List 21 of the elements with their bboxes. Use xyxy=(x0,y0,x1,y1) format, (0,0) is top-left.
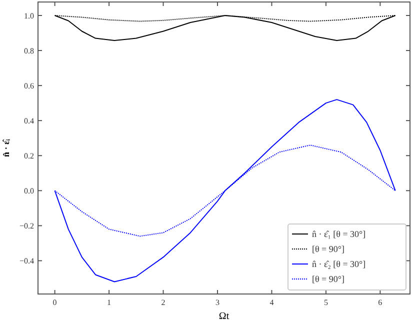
y-axis-title: n̂ · ε̂ᵢ xyxy=(1,138,11,157)
y-tick-label: 0.6 xyxy=(24,82,34,91)
legend-label: [θ = 90°] xyxy=(312,274,344,284)
y-tick-label: −0.4 xyxy=(19,256,34,266)
y-tick-label: 0.0 xyxy=(24,186,34,196)
x-tick-label: 3 xyxy=(215,298,220,307)
y-tick-label: 0.8 xyxy=(24,46,34,56)
x-tick-label: 5 xyxy=(324,298,328,307)
x-tick-label: 4 xyxy=(270,298,274,307)
y-tick-label: 0.4 xyxy=(24,116,34,126)
legend-label: [θ = 90°] xyxy=(312,244,344,254)
x-tick-label: 0 xyxy=(52,298,57,307)
legend-label: n̂ · ε̂₂ [θ = 30°] xyxy=(312,259,366,269)
x-tick-label: 6 xyxy=(378,298,382,307)
legend-label: n̂ · ε̂₁ [θ = 30°] xyxy=(312,229,366,239)
x-tick-label: 2 xyxy=(161,298,166,307)
x-axis-title: Ωt xyxy=(218,311,230,322)
y-tick-label: 0.2 xyxy=(24,152,34,161)
y-tick-label: 1.0 xyxy=(24,11,34,20)
y-tick-label: −0.2 xyxy=(19,222,34,231)
x-tick-label: 1 xyxy=(107,298,112,307)
